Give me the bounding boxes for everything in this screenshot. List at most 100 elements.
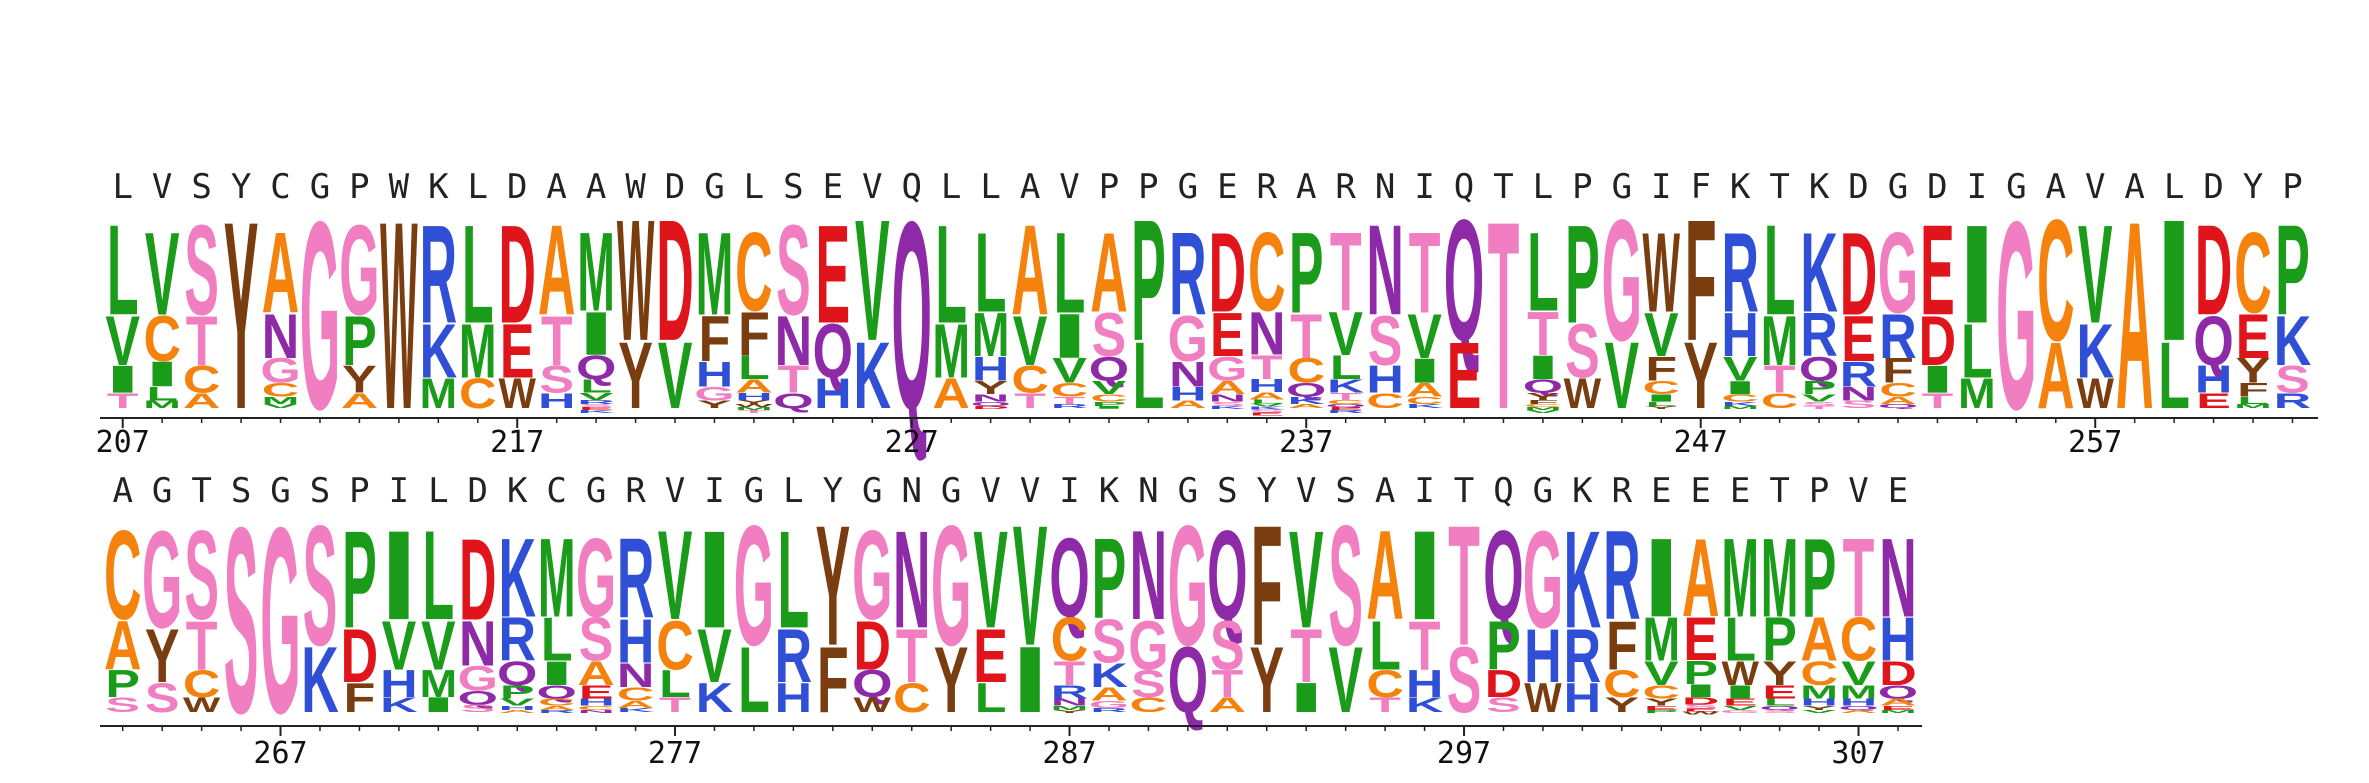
consensus-residue: S [191, 167, 211, 207]
logo-letter: C [1011, 357, 1048, 401]
logo-letter: T [1843, 515, 1875, 641]
logo-letter-glyph: T [1409, 208, 1441, 337]
logo-letter: S [105, 693, 140, 717]
logo-letter-glyph: V [1249, 403, 1284, 408]
logo-letter-glyph: V [1723, 705, 1758, 711]
logo-letter-glyph: E [2236, 302, 2271, 372]
logo-letter-glyph: P [1683, 654, 1718, 692]
logo-letter-glyph: K [1406, 403, 1444, 409]
logo-letter-glyph: I [696, 502, 733, 657]
logo-letter-glyph: H [577, 696, 614, 708]
logo-letter: Y [2236, 352, 2271, 391]
logo-letter-glyph: A [735, 376, 772, 397]
logo-letter-glyph: K [498, 515, 535, 641]
logo-letter-glyph: S [303, 489, 338, 681]
logo-letter: G [931, 489, 971, 681]
logo-letter: G [694, 383, 734, 405]
logo-letter: C [1800, 655, 1837, 693]
logo-letter: I [420, 693, 457, 716]
logo-letter-glyph: V [2078, 196, 2113, 352]
consensus-residue: V [1848, 471, 1868, 511]
logo-letter: Q [1049, 515, 1089, 641]
logo-letter: G [1089, 698, 1129, 710]
logo-letter-glyph: I [2155, 184, 2192, 377]
logo-letter-glyph: T [1251, 349, 1283, 387]
logo-letter-glyph: N [1840, 383, 1877, 405]
logo-letter-glyph: F [1251, 489, 1283, 681]
logo-letter-glyph: G [458, 660, 498, 699]
logo-letter: E [973, 613, 1008, 698]
logo-letter-glyph: A [262, 208, 299, 337]
logo-letter: P [1644, 709, 1679, 714]
logo-letter-glyph: E [579, 682, 614, 703]
logo-letter: I [1090, 405, 1127, 410]
logo-letter: E [2236, 302, 2271, 372]
logo-letter-glyph: K [854, 324, 891, 430]
logo-letter-glyph: R [617, 515, 654, 642]
logo-letter-glyph: G [931, 489, 971, 681]
logo-letter: V [1841, 655, 1876, 693]
logo-letter-glyph: S [1249, 409, 1284, 414]
logo-letter: H [1564, 675, 1601, 722]
logo-letter-glyph: G [852, 504, 892, 647]
logo-letter-glyph: K [1564, 503, 1601, 658]
logo-letter-glyph: I [1958, 197, 1995, 353]
logo-letter-glyph: G [1128, 607, 1168, 685]
logo-letter: Y [1683, 324, 1718, 430]
logo-letter-glyph: L [1645, 401, 1677, 407]
logo-letter-glyph: M [932, 309, 969, 394]
logo-letter-glyph: V [1289, 503, 1324, 658]
logo-letter: E [1328, 406, 1363, 411]
logo-letter-glyph: M [2234, 403, 2271, 409]
consensus-residue: G [270, 471, 290, 511]
logo-letter-glyph: K [301, 628, 339, 733]
logo-letter-glyph: Y [697, 398, 732, 410]
logo-letter: Y [816, 489, 851, 681]
logo-letter-glyph: Y [1605, 693, 1640, 717]
logo-letter-glyph: A [1879, 696, 1916, 708]
logo-letter: T [1764, 357, 1796, 401]
logo-letter: V [1723, 705, 1758, 711]
logo-letter: M [972, 300, 1009, 370]
logo-letter: G [458, 660, 498, 699]
logo-letter: L [146, 383, 178, 405]
logo-letter-glyph: C [1879, 380, 1916, 401]
logo-letter: E [1881, 705, 1916, 711]
logo-letter: R [775, 613, 812, 698]
logo-letter: P [1762, 605, 1797, 674]
logo-letter: C [1051, 605, 1088, 674]
logo-letter-glyph: Q [1049, 515, 1089, 641]
logo-letter-glyph: Q [1878, 403, 1918, 409]
consensus-residue: E [823, 167, 843, 207]
logo-letter: P [342, 503, 377, 658]
logo-letter-glyph: E [816, 196, 851, 352]
consensus-residue: Y [2243, 167, 2263, 207]
consensus-residue: S [783, 167, 803, 207]
logo-letter-glyph: M [1721, 405, 1758, 410]
logo-letter-glyph: R [1090, 707, 1127, 713]
logo-letter-glyph: I [143, 354, 180, 394]
logo-letter: V [382, 607, 417, 685]
logo-letter: Q [1483, 504, 1523, 647]
logo-letter: Q [1799, 350, 1839, 388]
logo-letter-glyph: W [1721, 655, 1759, 693]
logo-letter-glyph: C [1090, 392, 1127, 404]
consensus-residue: V [2085, 167, 2105, 207]
logo-letter: I [1406, 504, 1443, 647]
logo-letter-glyph: I [1919, 358, 1956, 402]
logo-letter: P [342, 302, 377, 381]
logo-letter-glyph: R [1879, 302, 1916, 372]
consensus-residue: I [704, 471, 724, 511]
logo-letter: A [1287, 403, 1324, 409]
logo-letter: H [617, 607, 654, 677]
logo-letter: H [1248, 376, 1285, 397]
logo-letter-glyph: S [1328, 489, 1363, 681]
logo-letter: A [1840, 709, 1877, 714]
logo-letter-glyph: H [2195, 357, 2232, 401]
logo-letter: Q [497, 655, 537, 693]
logo-letter: N [1209, 392, 1246, 404]
logo-letter: W [2076, 370, 2114, 417]
logo-letter-glyph: L [1251, 398, 1283, 404]
consensus-residue: G [1612, 167, 1632, 207]
